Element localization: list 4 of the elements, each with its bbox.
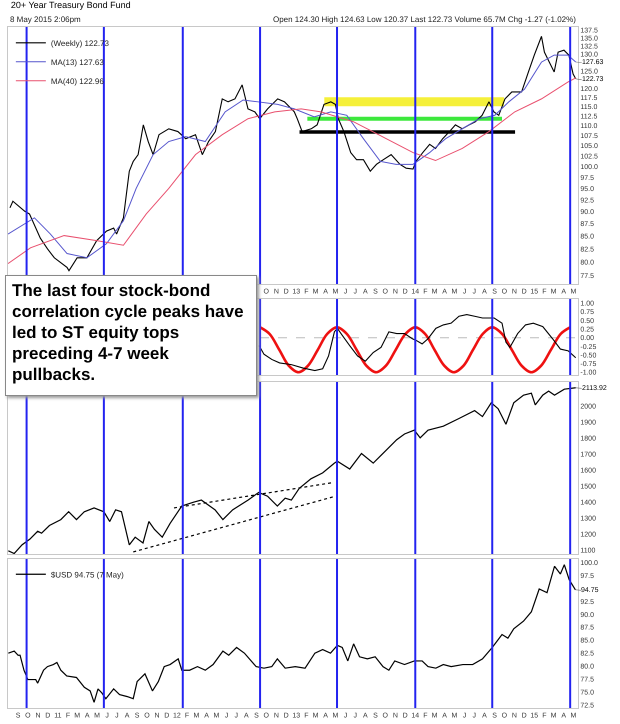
annotation: The last four stock-bond correlation cycle peaks have led to ST equity tops preceding 4-7 week pullbacks. xyxy=(5,275,257,396)
chart-title: 20+ Year Treasury Bond Fund xyxy=(10,0,131,10)
chart-subtitle: 8 May 2015 2:06pm xyxy=(10,15,82,24)
text: Open 124.30 High 124.63 Low 120.37 Last 122.73 Volume 65.7M Chg -1.27 (-1.02%) xyxy=(273,15,576,24)
